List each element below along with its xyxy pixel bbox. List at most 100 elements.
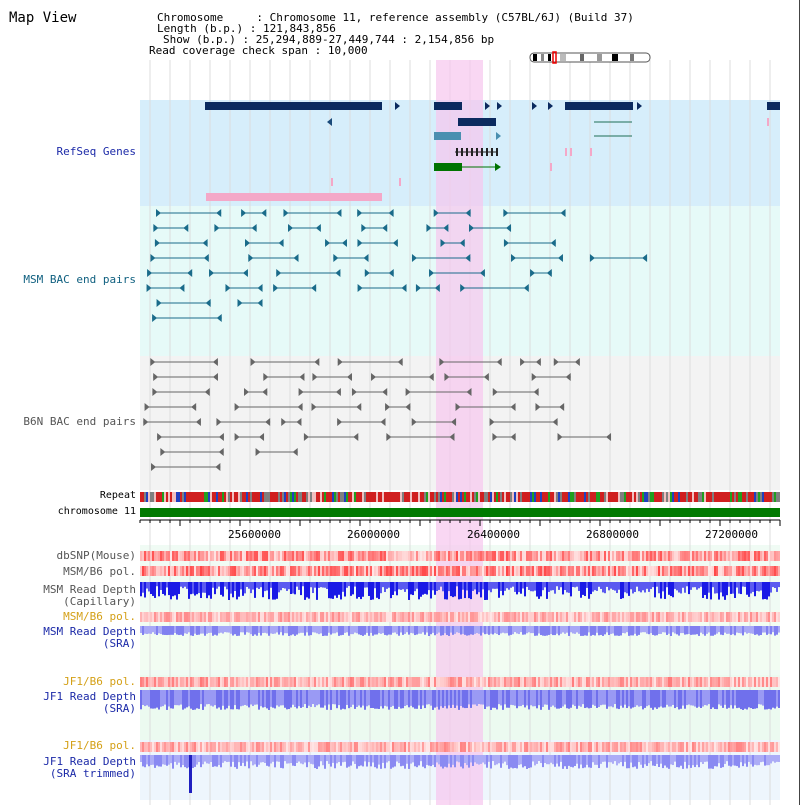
jf1-read-depth-sra-bar [520, 690, 522, 707]
dbsnp-cell [652, 551, 654, 561]
track-label-b6n-bac[interactable]: B6N BAC end pairs [23, 415, 136, 428]
msm-read-depth-cap-bar [302, 582, 304, 587]
jf1-read-depth-trim-bar [518, 755, 520, 765]
msm-read-depth-sra-bar [386, 626, 388, 636]
repeat-element [516, 492, 518, 502]
track-label-dbsnp[interactable]: dbSNP(Mouse) [56, 549, 136, 562]
jf1-read-depth-trim-bar [400, 755, 402, 767]
msm-b6-pol-cell [480, 612, 482, 622]
jf1-b6-pol-cell [282, 677, 284, 687]
msm-b6-pol-cell [752, 612, 754, 622]
jf1-read-depth-trim-bar [512, 755, 514, 769]
msm-bac-pair-end [251, 224, 257, 232]
jf1-b6-pol-cell [486, 742, 488, 752]
repeat-element [140, 492, 142, 502]
dbsnp-cell [662, 551, 664, 561]
msm-bac-pair-end [150, 254, 156, 262]
ideogram-band [580, 54, 584, 61]
jf1-read-depth-sra-bar [154, 690, 156, 709]
track-label-repeat[interactable]: Repeat [99, 490, 136, 501]
msm-read-depth-sra-bar [604, 626, 606, 635]
jf1-b6-pol-cell [544, 677, 546, 687]
jf1-read-depth-trim-bar [362, 755, 364, 767]
jf1-read-depth-sra-bar [226, 690, 228, 709]
jf1-read-depth-trim-bar [702, 755, 704, 764]
track-label-jf1-depth-trim[interactable]: JF1 Read Depth (SRA trimmed) [0, 756, 136, 780]
chromosome-value: Chromosome 11, reference assembly (C57BL… [269, 11, 634, 24]
track-label-msm-bac[interactable]: MSM BAC end pairs [23, 273, 136, 286]
repeat-element [432, 492, 434, 502]
jf1-read-depth-trim-bar [286, 755, 288, 764]
msm-read-depth-cap-bar [418, 582, 420, 600]
msm-read-depth-cap-bar [488, 582, 490, 591]
repeat-element [502, 492, 504, 502]
dbsnp-cell [526, 551, 528, 561]
msm-read-depth-cap-bar [164, 582, 166, 596]
dbsnp-cell [388, 551, 390, 561]
jf1-b6-pol-cell [636, 742, 638, 752]
jf1-read-depth-sra-bar [606, 690, 608, 709]
jf1-b6-pol-cell [726, 677, 728, 687]
jf1-b6-pol-cell [470, 677, 472, 687]
track-label-msm-b6-pol-2[interactable]: MSM/B6 pol. [63, 610, 136, 623]
msm-read-depth-cap-bar [764, 582, 766, 599]
msm-b6-pol-cell [444, 566, 446, 576]
jf1-read-depth-trim-bar [718, 755, 720, 764]
msm-b6-pol-cell [390, 566, 392, 576]
jf1-read-depth-sra-bar [604, 690, 606, 705]
track-label-jf1-b6-pol-1[interactable]: JF1/B6 pol. [63, 675, 136, 688]
jf1-b6-pol-cell [396, 677, 398, 687]
jf1-read-depth-trim-bar [326, 755, 328, 762]
msm-read-depth-cap-bar [550, 582, 552, 591]
msm-b6-pol-cell [332, 566, 334, 576]
track-label-msm-b6-pol-1[interactable]: MSM/B6 pol. [63, 565, 136, 578]
dbsnp-cell [168, 551, 170, 561]
msm-read-depth-sra-bar [508, 626, 510, 636]
jf1-b6-pol-cell [772, 677, 774, 687]
msm-b6-pol-cell [218, 566, 220, 576]
msm-b6-pol-cell [750, 566, 752, 576]
jf1-b6-pol-cell [168, 677, 170, 687]
jf1-read-depth-sra-bar [500, 690, 502, 706]
msm-read-depth-sra-bar [258, 626, 260, 633]
dbsnp-cell [710, 551, 712, 561]
msm-b6-pol-cell [698, 566, 700, 576]
track-label-msm-depth-sra[interactable]: MSM Read Depth (SRA) [0, 626, 136, 650]
msm-b6-pol-cell [378, 566, 380, 576]
track-label-msm-depth-cap[interactable]: MSM Read Depth (Capillary) [0, 584, 136, 608]
msm-read-depth-sra-bar [304, 626, 306, 636]
track-label-jf1-b6-pol-2[interactable]: JF1/B6 pol. [63, 739, 136, 752]
jf1-b6-pol-cell [454, 742, 456, 752]
jf1-read-depth-sra-bar [696, 690, 698, 708]
jf1-b6-pol-cell [198, 742, 200, 752]
dbsnp-cell [578, 551, 580, 561]
jf1-b6-pol-cell [756, 742, 758, 752]
msm-read-depth-sra-bar [558, 626, 560, 636]
track-label-refseq[interactable]: RefSeq Genes [56, 145, 136, 158]
msm-read-depth-cap-bar [534, 582, 536, 591]
msm-b6-pol-cell [192, 612, 194, 622]
jf1-b6-pol-cell [312, 677, 314, 687]
msm-bac-pair-end [560, 209, 566, 217]
repeat-element [418, 492, 420, 502]
repeat-element [148, 492, 150, 502]
msm-b6-pol-cell [506, 566, 508, 576]
jf1-read-depth-sra-bar [150, 690, 152, 709]
dbsnp-cell [746, 551, 748, 561]
msm-read-depth-cap-bar [222, 582, 224, 597]
track-label-jf1-depth-sra[interactable]: JF1 Read Depth (SRA) [0, 691, 136, 715]
jf1-read-depth-trim-bar [682, 755, 684, 769]
msm-b6-pol-cell [396, 566, 398, 576]
jf1-b6-pol-cell [658, 742, 660, 752]
jf1-b6-pol-cell [372, 677, 374, 687]
b6n-bac-pair-end [143, 418, 149, 426]
dbsnp-cell [638, 551, 640, 561]
dbsnp-cell [626, 551, 628, 561]
msm-read-depth-cap-bar [146, 582, 148, 589]
b6n-bac-pair-end [263, 373, 269, 381]
msm-b6-pol-cell [414, 566, 416, 576]
msm-b6-pol-cell [326, 612, 328, 622]
jf1-read-depth-sra-bar [494, 690, 496, 708]
msm-read-depth-cap-bar [382, 582, 384, 588]
